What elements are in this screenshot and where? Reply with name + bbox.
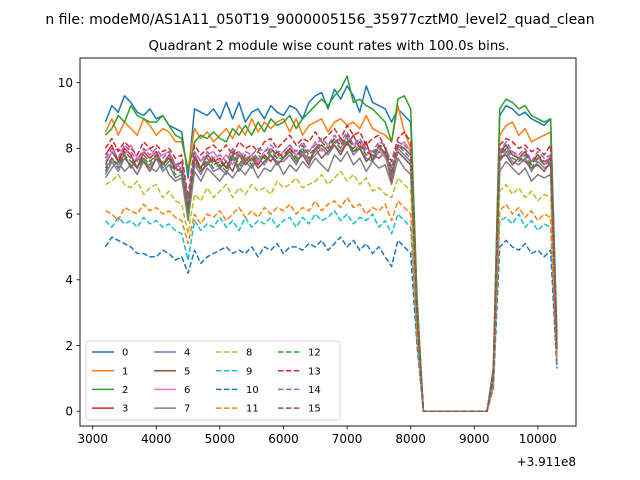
legend-label-6: 6 [184,385,190,396]
x-tick-label: 3000 [77,432,108,446]
x-tick-label: 9000 [459,432,490,446]
legend-label-11: 11 [246,404,259,415]
y-axis: 0 2 4 6 8 10 [58,76,80,419]
legend-label-5: 5 [184,366,190,377]
x-offset-label: +3.911e8 [517,455,576,469]
x-tick-label: 5000 [205,432,236,446]
y-tick-label: 8 [65,142,73,156]
x-tick-label: 6000 [268,432,299,446]
legend-label-7: 7 [184,404,190,415]
x-tick-label: 7000 [332,432,363,446]
legend-label-13: 13 [308,366,321,377]
legend-label-3: 3 [122,404,128,415]
legend-label-10: 10 [246,385,259,396]
x-axis: 3000 4000 5000 6000 7000 8000 9000 10000 [77,426,557,446]
y-tick-label: 10 [58,76,73,90]
legend-label-15: 15 [308,404,321,415]
legend-label-9: 9 [246,366,252,377]
x-tick-label: 8000 [395,432,426,446]
axes-frame [79,57,577,427]
legend-label-14: 14 [308,385,321,396]
plot-lines [104,75,558,412]
y-tick-label: 6 [65,207,73,221]
figure-suptitle: n file: modeM0/AS1A11_050T19_9000005156_… [45,12,594,28]
chart-title: Quadrant 2 module wise count rates with … [149,39,510,54]
y-tick-label: 0 [65,405,73,419]
series-line-15 [104,134,558,412]
legend-label-1: 1 [122,366,128,377]
legend-label-12: 12 [308,348,321,359]
y-tick-label: 4 [65,273,73,287]
legend-label-2: 2 [122,385,128,396]
legend-label-0: 0 [122,348,128,359]
legend-label-4: 4 [184,348,190,359]
series-line-9 [104,210,558,412]
legend-label-8: 8 [246,348,252,359]
legend-box [85,340,341,421]
x-tick-label: 10000 [519,432,557,446]
x-tick-label: 4000 [141,432,172,446]
y-tick-label: 2 [65,339,73,353]
